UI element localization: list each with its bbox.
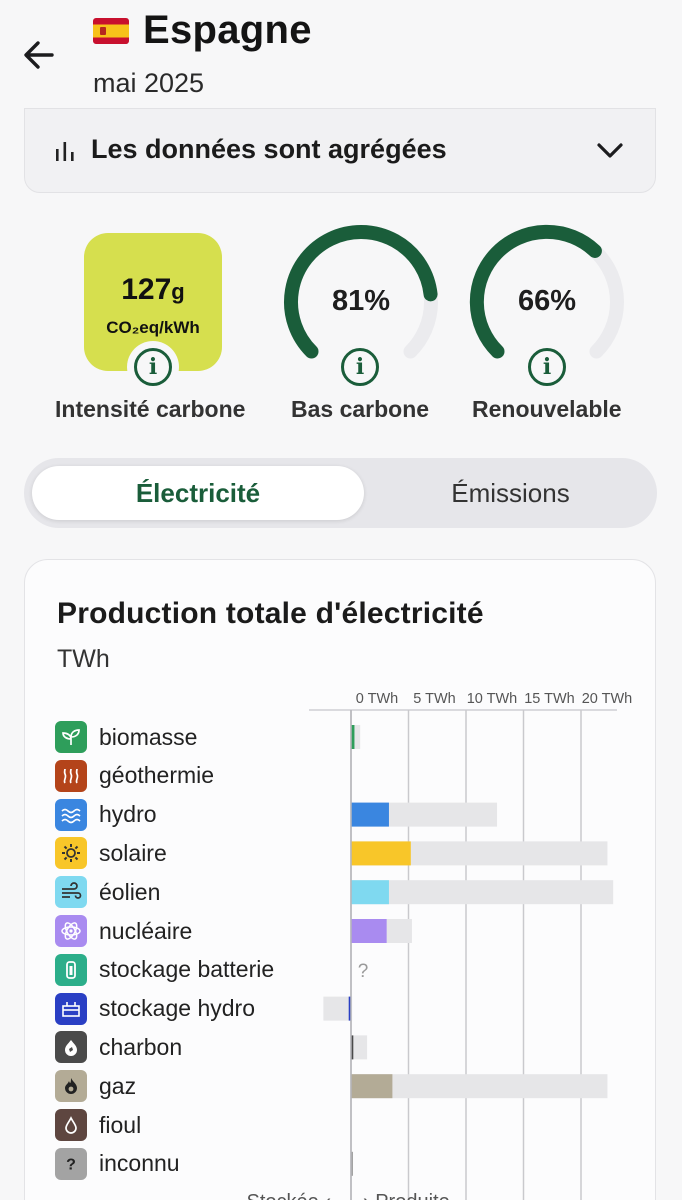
spain-flag-icon <box>93 18 129 44</box>
source-label: charbon <box>99 1033 183 1060</box>
sun-gear-icon <box>55 837 87 870</box>
source-label: géothermie <box>99 762 215 789</box>
capacity-bar <box>351 725 361 749</box>
card-title: Production totale d'électricité <box>57 597 484 630</box>
info-icon: i <box>341 348 379 386</box>
gas-flame-icon <box>55 1070 87 1103</box>
carbon-intensity-box: 127g CO₂eq/kWh <box>84 233 222 371</box>
aggregation-dropdown[interactable]: Les données sont agrégées <box>24 108 656 193</box>
info-icon: i <box>134 348 172 386</box>
value-bar <box>351 919 387 943</box>
low-carbon-gauge <box>284 225 438 359</box>
carbon-intensity-unit: CO₂eq/kWh <box>106 318 200 337</box>
wind-icon <box>55 876 87 909</box>
metrics-row: 127g CO₂eq/kWh i Intensité carbone 81% i… <box>0 220 682 435</box>
source-label: fioul <box>99 1111 142 1138</box>
carbon-intensity-value: 127g <box>121 273 185 306</box>
source-label: stockage hydro <box>99 995 255 1022</box>
source-row: éolien <box>55 874 160 910</box>
value-bar <box>351 841 411 866</box>
axis-tick-label: 5 TWh <box>413 691 455 707</box>
renewable-gauge <box>469 224 624 359</box>
axis-tick-label: 20 TWh <box>582 691 633 707</box>
renewable-info-button[interactable]: i <box>521 341 573 393</box>
card-unit: TWh <box>57 645 110 673</box>
source-label: nucléaire <box>99 917 193 944</box>
source-row: stockage hydro <box>55 991 255 1027</box>
source-row: stockage batterie <box>55 952 274 988</box>
value-bar <box>351 802 389 827</box>
value-bar <box>351 880 389 905</box>
production-card: Production totale d'électricité TWh 0 TW… <box>24 559 656 1200</box>
renewable-label: Renouvelable <box>472 396 622 422</box>
renewable-value: 66% <box>517 285 577 317</box>
source-row: hydro <box>55 797 157 833</box>
page-title: Espagne <box>143 8 312 52</box>
bar-chart-icon <box>56 142 74 161</box>
carbon-intensity-info-button[interactable]: i <box>127 341 179 393</box>
source-label: stockage batterie <box>99 956 275 983</box>
source-row: géothermie <box>55 758 214 794</box>
chevron-down-icon <box>597 143 623 158</box>
pumped-storage-icon <box>55 992 87 1025</box>
info-icon: i <box>528 348 566 386</box>
heat-waves-icon <box>55 759 87 792</box>
capacity-bar <box>351 1035 368 1060</box>
source-label: biomasse <box>99 723 198 750</box>
low-carbon-label: Bas carbone <box>291 396 430 422</box>
source-row: charbon <box>55 1029 182 1065</box>
question-icon: ? <box>55 1147 87 1180</box>
unknown-marker: ? <box>358 961 369 982</box>
capacity-bar <box>351 1074 608 1099</box>
low-carbon-value: 81% <box>331 285 391 317</box>
source-row: ? inconnu <box>55 1146 180 1182</box>
produced-label: › Produite <box>363 1191 450 1200</box>
source-row: nucléaire <box>55 913 192 949</box>
tab-bar: Électricité Émissions <box>24 458 657 528</box>
oil-drop-icon <box>55 1109 87 1141</box>
production-chart: 0 TWh 5 TWh 10 TWh 15 TWh 20 TWh? Stockée ‹ › … <box>247 691 633 1200</box>
source-label: solaire <box>99 839 167 866</box>
tab-electricity[interactable]: Électricité <box>32 466 364 520</box>
coal-icon <box>55 1031 87 1064</box>
arrow-left-icon <box>24 41 54 69</box>
capacity-bar <box>323 996 353 1021</box>
source-label: gaz <box>99 1072 137 1099</box>
axis-tick-label: 15 TWh <box>524 691 575 707</box>
value-bar <box>351 1074 393 1099</box>
back-button[interactable] <box>14 30 64 80</box>
period-label: mai 2025 <box>93 68 205 98</box>
capacity-bar <box>351 880 614 905</box>
axis-tick-label: 10 TWh <box>467 691 518 707</box>
header: Espagne mai 2025 <box>0 0 682 105</box>
aggregation-label: Les données sont agrégées <box>91 134 447 164</box>
tab-emissions[interactable]: Émissions <box>451 477 570 508</box>
stored-label: Stockée ‹ <box>247 1191 331 1200</box>
value-bar <box>351 725 355 749</box>
value-bar <box>351 1035 354 1060</box>
water-waves-icon <box>55 798 87 831</box>
value-bar <box>348 996 351 1021</box>
source-row: biomasse <box>55 719 197 755</box>
low-carbon-info-button[interactable]: i <box>334 341 386 393</box>
source-label: hydro <box>99 801 157 828</box>
source-row: gaz <box>55 1068 136 1104</box>
axis-tick-label: 0 TWh <box>356 691 398 707</box>
source-label: inconnu <box>99 1150 180 1177</box>
value-bar <box>351 1151 353 1176</box>
source-label: éolien <box>99 878 161 905</box>
battery-icon <box>55 953 87 986</box>
svg-text:?: ? <box>66 1156 76 1173</box>
carbon-intensity-label: Intensité carbone <box>55 396 246 422</box>
sprout-icon <box>55 721 87 753</box>
atom-icon <box>55 915 87 947</box>
source-row: fioul <box>55 1107 141 1143</box>
source-row: solaire <box>55 835 167 871</box>
